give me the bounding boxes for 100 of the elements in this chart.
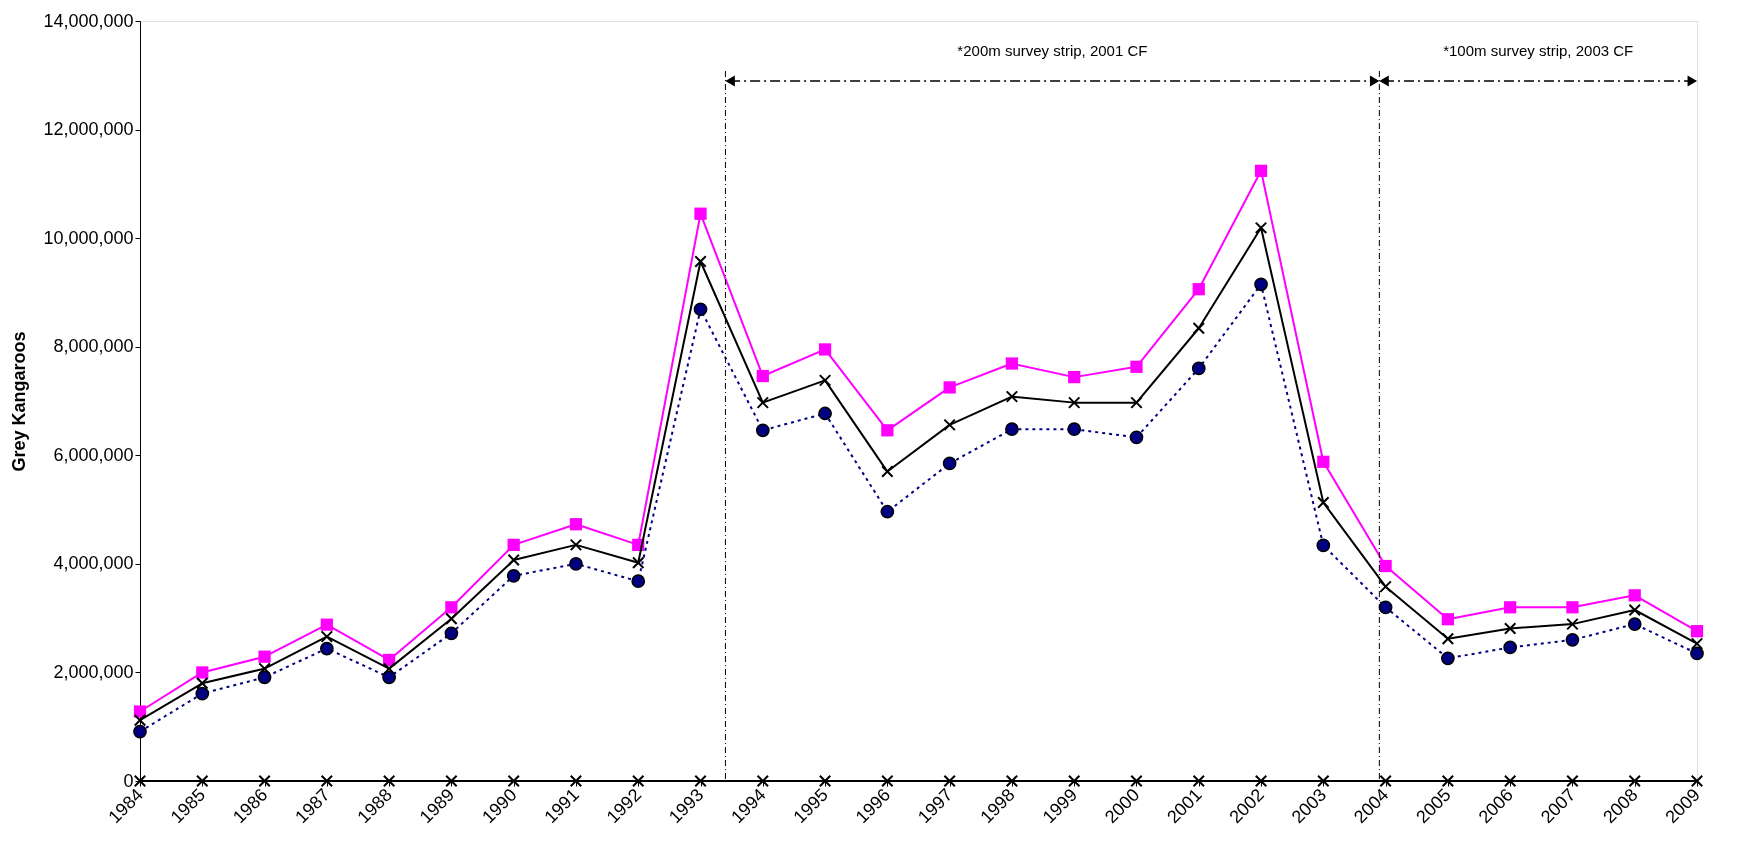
point xyxy=(320,630,334,643)
point xyxy=(445,774,458,788)
point xyxy=(1627,617,1642,631)
point xyxy=(195,686,210,701)
point xyxy=(694,255,707,268)
point xyxy=(507,774,520,788)
point xyxy=(1192,774,1205,788)
point xyxy=(632,774,645,788)
point xyxy=(133,724,147,739)
point xyxy=(1130,774,1143,788)
point xyxy=(1130,360,1143,373)
point xyxy=(1504,601,1517,614)
point xyxy=(444,626,459,641)
point xyxy=(507,553,520,567)
point xyxy=(1628,774,1641,788)
point xyxy=(881,424,894,437)
point xyxy=(943,381,956,394)
point xyxy=(1566,774,1579,788)
point xyxy=(1130,396,1143,409)
point xyxy=(1690,774,1704,788)
point xyxy=(1005,357,1019,370)
point xyxy=(1316,538,1331,553)
point xyxy=(133,774,147,788)
point xyxy=(1441,774,1455,788)
point xyxy=(880,504,895,519)
point xyxy=(258,650,271,663)
y-tick-label: 14,000,000 xyxy=(43,10,134,31)
point xyxy=(881,465,894,478)
point xyxy=(1565,633,1580,647)
point xyxy=(1503,774,1517,788)
point xyxy=(382,774,396,788)
point xyxy=(507,538,520,551)
point xyxy=(693,302,708,317)
point xyxy=(1068,370,1081,384)
annotation: *100m survey strip, 2003 CF xyxy=(1443,42,1634,59)
point xyxy=(1254,277,1268,292)
point xyxy=(943,418,956,432)
point xyxy=(257,670,272,685)
point xyxy=(445,601,458,614)
point xyxy=(569,557,583,571)
point xyxy=(1379,559,1392,573)
point xyxy=(881,774,894,788)
point xyxy=(1005,422,1019,437)
point xyxy=(1628,589,1641,602)
point xyxy=(133,713,147,727)
point xyxy=(196,677,209,690)
point xyxy=(1005,390,1019,403)
point xyxy=(1317,496,1330,509)
point xyxy=(1378,600,1393,615)
point xyxy=(319,641,334,656)
point xyxy=(632,556,645,570)
point xyxy=(1441,613,1454,626)
point xyxy=(943,774,956,788)
y-tick-label: 12,000,000 xyxy=(43,119,134,140)
point xyxy=(1690,625,1704,638)
point xyxy=(1441,651,1455,666)
point xyxy=(1317,455,1330,468)
point xyxy=(382,662,396,675)
point xyxy=(1317,774,1330,788)
point xyxy=(1254,774,1268,788)
point xyxy=(569,538,583,552)
point xyxy=(1379,774,1392,788)
point xyxy=(1067,396,1081,409)
point xyxy=(756,774,770,788)
point xyxy=(1192,283,1205,296)
point xyxy=(196,774,209,788)
point xyxy=(258,662,271,675)
point xyxy=(1191,361,1206,376)
point xyxy=(1129,430,1144,445)
point xyxy=(1566,617,1579,631)
point xyxy=(1628,603,1641,617)
point xyxy=(382,670,396,685)
point xyxy=(631,574,646,589)
point xyxy=(506,568,521,583)
point xyxy=(445,612,458,625)
point xyxy=(320,774,334,788)
point xyxy=(756,369,769,383)
point xyxy=(755,423,770,438)
y-tick-label: 8,000,000 xyxy=(53,336,134,357)
point xyxy=(694,774,707,788)
point xyxy=(1254,221,1268,235)
point xyxy=(1503,640,1518,655)
y-tick-label: 10,000,000 xyxy=(43,227,134,248)
point xyxy=(1005,774,1019,788)
point xyxy=(818,374,832,387)
point xyxy=(1379,580,1392,593)
point xyxy=(1067,422,1082,437)
point xyxy=(1441,632,1455,646)
y-tick-label: 4,000,000 xyxy=(53,553,134,574)
point xyxy=(1192,322,1205,335)
point xyxy=(1690,637,1704,650)
point xyxy=(818,343,832,356)
point xyxy=(1503,622,1517,635)
point xyxy=(1254,164,1268,177)
point xyxy=(569,518,583,531)
point xyxy=(756,396,770,409)
point xyxy=(258,774,271,788)
point xyxy=(1067,774,1081,788)
point xyxy=(196,666,209,679)
point xyxy=(1566,601,1579,614)
